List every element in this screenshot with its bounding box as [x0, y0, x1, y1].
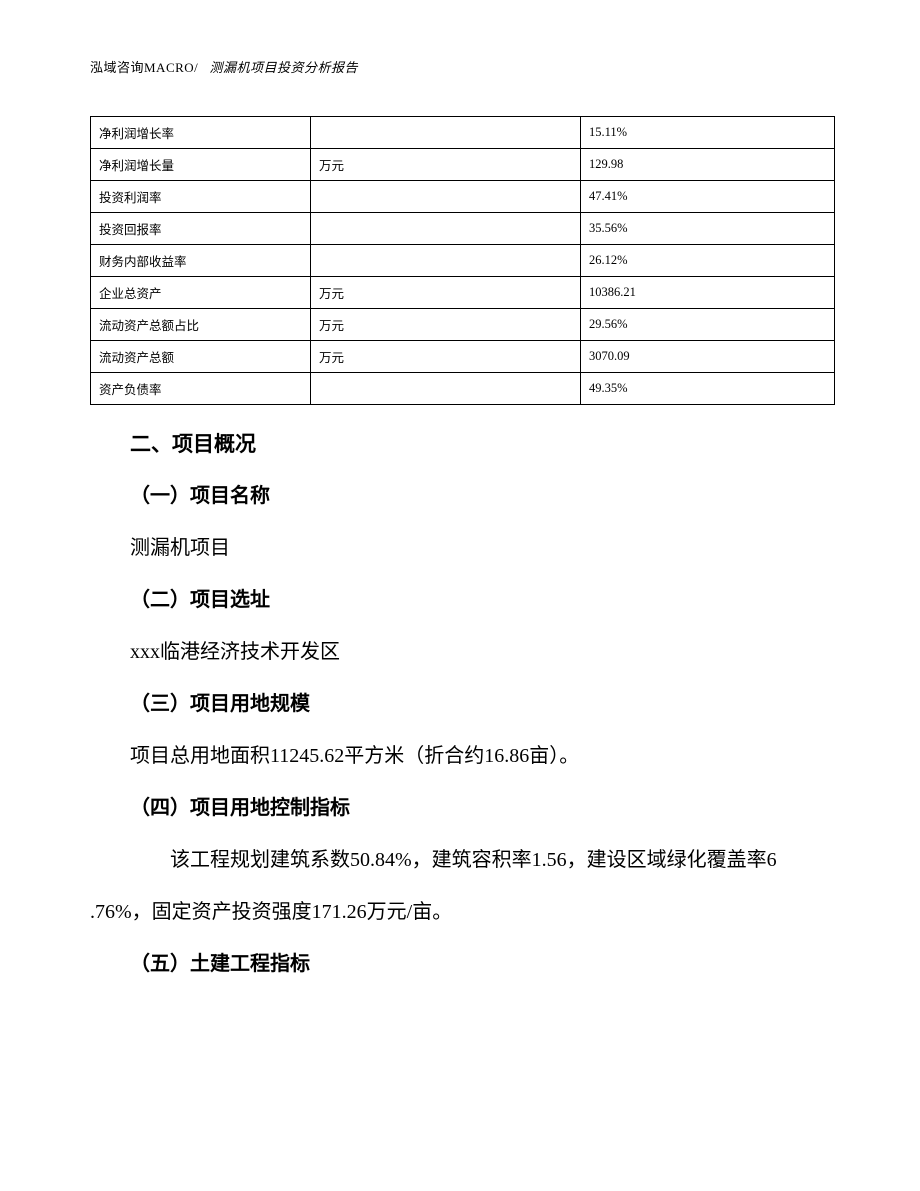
- table-cell: 万元: [311, 341, 581, 373]
- subsection-1-body: 测漏机项目: [130, 522, 798, 574]
- table-cell: 129.98: [581, 149, 835, 181]
- table-row: 投资回报率 35.56%: [91, 213, 835, 245]
- table-row: 投资利润率 47.41%: [91, 181, 835, 213]
- table-cell: 投资利润率: [91, 181, 311, 213]
- subsection-5-title: （五）土建工程指标: [130, 938, 798, 990]
- subsection-4-body-line1: 该工程规划建筑系数50.84%，建筑容积率1.56，建设区域绿化覆盖率6: [130, 834, 798, 886]
- table-row: 净利润增长量万元129.98: [91, 149, 835, 181]
- subsection-4-title: （四）项目用地控制指标: [130, 782, 798, 834]
- table-body: 净利润增长率15.11%净利润增长量万元129.98投资利润率47.41%投资回…: [91, 117, 835, 405]
- table-cell: [311, 117, 581, 149]
- page-header: 泓域咨询MACRO/ 测漏机项目投资分析报告: [90, 57, 358, 76]
- header-title: 测漏机项目投资分析报告: [210, 60, 359, 75]
- table-row: 资产负债率 49.35%: [91, 373, 835, 405]
- table-cell: 企业总资产: [91, 277, 311, 309]
- table-row: 流动资产总额万元3070.09: [91, 341, 835, 373]
- table-cell: [311, 373, 581, 405]
- table-cell: 10386.21: [581, 277, 835, 309]
- table-cell: 15.11%: [581, 117, 835, 149]
- table-cell: 万元: [311, 149, 581, 181]
- table-cell: 万元: [311, 277, 581, 309]
- table-cell: 净利润增长量: [91, 149, 311, 181]
- table-cell: [311, 245, 581, 277]
- table-row: 流动资产总额占比万元29.56%: [91, 309, 835, 341]
- section-2-title: 二、项目概况: [130, 420, 798, 470]
- subsection-1-title: （一）项目名称: [130, 470, 798, 522]
- table-cell: [311, 181, 581, 213]
- table-cell: 财务内部收益率: [91, 245, 311, 277]
- header-company: 泓域咨询MACRO/: [90, 60, 198, 75]
- table-cell: [311, 213, 581, 245]
- table-row: 财务内部收益率 26.12%: [91, 245, 835, 277]
- table-cell: 投资回报率: [91, 213, 311, 245]
- table-cell: 资产负债率: [91, 373, 311, 405]
- subsection-3-title: （三）项目用地规模: [130, 678, 798, 730]
- table-cell: 流动资产总额占比: [91, 309, 311, 341]
- table-row: 企业总资产万元10386.21: [91, 277, 835, 309]
- table-row: 净利润增长率 15.11%: [91, 117, 835, 149]
- table: 净利润增长率15.11%净利润增长量万元129.98投资利润率47.41%投资回…: [90, 116, 835, 405]
- subsection-2-title: （二）项目选址: [130, 574, 798, 626]
- table-cell: 49.35%: [581, 373, 835, 405]
- financial-table: 净利润增长率15.11%净利润增长量万元129.98投资利润率47.41%投资回…: [90, 116, 834, 405]
- table-cell: 净利润增长率: [91, 117, 311, 149]
- subsection-2-body: xxx临港经济技术开发区: [130, 626, 798, 678]
- table-cell: 47.41%: [581, 181, 835, 213]
- subsection-4-body-line2: .76%，固定资产投资强度171.26万元/亩。: [130, 886, 798, 938]
- table-cell: 26.12%: [581, 245, 835, 277]
- table-cell: 万元: [311, 309, 581, 341]
- subsection-3-body: 项目总用地面积11245.62平方米（折合约16.86亩）。: [130, 730, 798, 782]
- table-cell: 35.56%: [581, 213, 835, 245]
- table-cell: 3070.09: [581, 341, 835, 373]
- table-cell: 29.56%: [581, 309, 835, 341]
- content-body: 二、项目概况 （一）项目名称 测漏机项目 （二）项目选址 xxx临港经济技术开发…: [130, 420, 798, 990]
- table-cell: 流动资产总额: [91, 341, 311, 373]
